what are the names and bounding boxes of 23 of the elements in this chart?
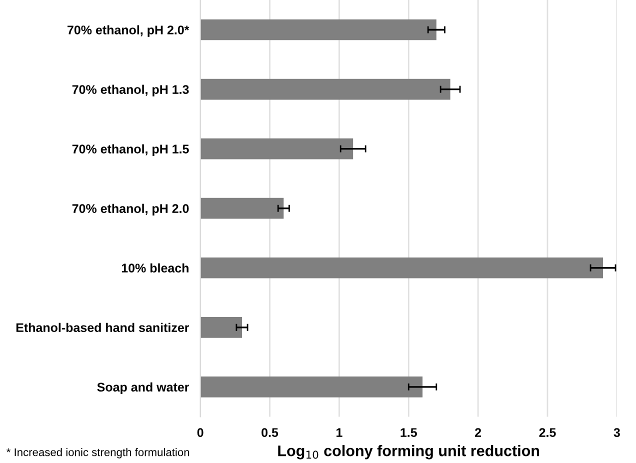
x-tick-label: 2 — [475, 428, 482, 437]
bar — [200, 19, 436, 40]
text: * Increased ionic strength formulation — [6, 448, 190, 458]
bar — [200, 138, 354, 160]
y-tick-label: 70% ethanol, pH 2.0 — [72, 204, 189, 216]
x-tick-label: 1 — [336, 428, 342, 437]
bar — [200, 78, 450, 100]
y-tick-label: Soap and water — [97, 382, 190, 394]
x-axis-title: Log$_{10}$ colony forming unit reduction — [278, 445, 540, 460]
y-tick-label: 70% ethanol, pH 1.5 — [72, 144, 189, 156]
x-tick-label: 0 — [197, 428, 204, 437]
x-tick-label: 2.5 — [539, 428, 556, 437]
x-tick-label: 3 — [614, 428, 620, 438]
bar — [200, 198, 284, 219]
y-tick-label: 70% ethanol, pH 2.0* — [68, 25, 190, 37]
x-tick-label: 1.5 — [400, 428, 417, 437]
bar — [200, 257, 604, 278]
bar — [200, 376, 423, 398]
x-tick-label: 0.5 — [262, 428, 278, 437]
bar — [200, 316, 242, 338]
y-tick-label: 70% ethanol, pH 1.3 — [72, 84, 189, 96]
y-tick-label: Ethanol-based hand sanitizer — [16, 322, 190, 332]
y-tick-label: 10% bleach — [122, 263, 188, 273]
